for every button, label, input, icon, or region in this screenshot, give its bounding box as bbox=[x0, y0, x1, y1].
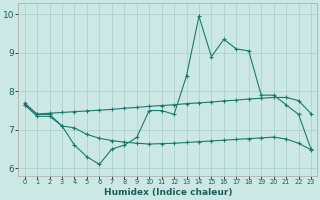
X-axis label: Humidex (Indice chaleur): Humidex (Indice chaleur) bbox=[104, 188, 232, 197]
